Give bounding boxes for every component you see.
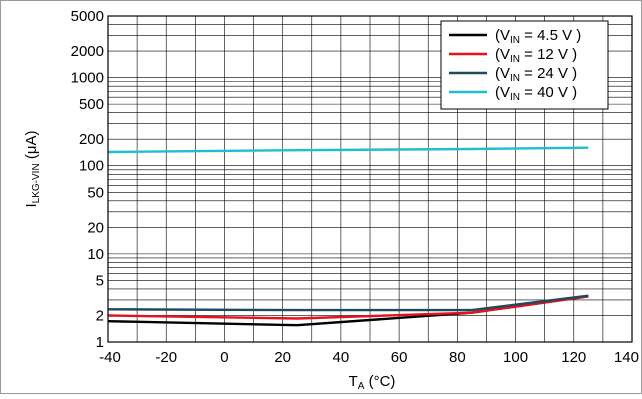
series-line-3	[107, 294, 589, 312]
y-tick-label: 100	[79, 158, 104, 175]
x-tick-label: -40	[99, 349, 121, 366]
x-tick-label: 120	[561, 349, 586, 366]
y-tick-label: 50	[87, 184, 104, 201]
x-axis-label-main: T	[349, 373, 358, 390]
x-axis-label: TA (°C)	[349, 373, 396, 392]
legend-label-3: (VIN = 24 V )	[495, 65, 577, 84]
y-axis-label-subscript: LKG-VIN	[31, 163, 42, 203]
legend: (VIN = 4.5 V )(VIN = 12 V )(VIN = 24 V )…	[440, 20, 609, 110]
y-tick-label: 2000	[71, 43, 104, 60]
x-tick-label: 100	[503, 349, 528, 366]
plot-area	[107, 15, 633, 343]
y-tick-label: 2	[96, 307, 104, 324]
x-tick-label: 80	[449, 349, 466, 366]
y-tick-label: 5	[96, 272, 104, 289]
legend-label-1: (VIN = 4.5 V )	[495, 27, 581, 46]
x-tick-label: 40	[333, 349, 350, 366]
legend-label-2: (VIN = 12 V )	[495, 46, 577, 65]
legend-label-4: (VIN = 40 V )	[495, 84, 577, 103]
series-layer	[107, 146, 589, 327]
y-tick-label: 10	[87, 246, 104, 263]
x-tick-label: 0	[220, 349, 228, 366]
y-tick-label: 500	[79, 96, 104, 113]
y-tick-label: 5000	[71, 8, 104, 25]
y-tick-label: 200	[79, 131, 104, 148]
y-tick-label: 20	[87, 219, 104, 236]
y-axis-label-unit: (μA)	[23, 131, 40, 164]
x-axis-label-subscript: A	[358, 381, 365, 392]
x-axis-label-unit: (°C)	[364, 373, 395, 390]
y-axis: 1 2 5 10 20 50 100 200 500 1000 2000 5000	[71, 8, 104, 351]
x-tick-label: 140	[614, 349, 639, 366]
x-tick-label: 20	[274, 349, 291, 366]
series-line-2	[107, 295, 589, 320]
series-line-4	[107, 146, 589, 154]
y-axis-label: ILKG-VIN (μA)	[23, 131, 42, 208]
x-tick-label: 60	[391, 349, 408, 366]
x-axis: -40 -20 0 20 40 60 80 100 120 140	[99, 349, 639, 366]
x-tick-label: -20	[155, 349, 177, 366]
y-tick-label: 1000	[71, 70, 104, 87]
y-tick-label: 1	[96, 334, 104, 351]
y-axis-label-main: I	[23, 203, 40, 207]
